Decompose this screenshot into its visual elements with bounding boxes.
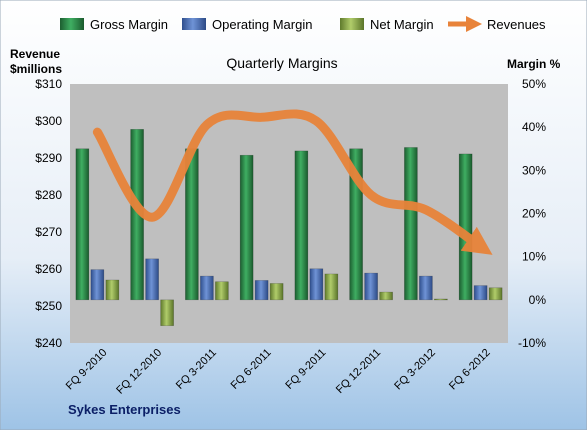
company-footer: Sykes Enterprises (68, 402, 181, 417)
chart-title: Quarterly Margins (226, 55, 337, 71)
left-tick-label: $250 (35, 299, 62, 313)
legend-swatch-net-margin (340, 18, 364, 30)
left-tick-label: $260 (35, 262, 62, 276)
operating-margin-bar (255, 280, 268, 299)
net-margin-bar (161, 300, 174, 326)
legend-item-operating-margin: Operating Margin (182, 17, 312, 32)
right-tick-label: 0% (529, 293, 547, 307)
operating-margin-bar (146, 259, 159, 300)
net-margin-bar (270, 283, 283, 299)
gross-margin-bar (76, 149, 89, 300)
net-margin-bar (489, 288, 502, 300)
left-tick-label: $310 (35, 77, 62, 91)
left-tick-label: $270 (35, 225, 62, 239)
legend-item-net-margin: Net Margin (340, 17, 434, 32)
right-tick-label: 50% (522, 77, 546, 91)
legend-item-gross-margin: Gross Margin (60, 17, 168, 32)
operating-margin-bar (200, 276, 213, 300)
right-tick-label: 40% (522, 120, 546, 134)
gross-margin-bar (240, 155, 253, 300)
net-margin-bar (106, 280, 119, 300)
right-tick-label: 30% (522, 163, 546, 177)
right-tick-label: -10% (518, 336, 546, 350)
gross-margin-bar (185, 149, 198, 300)
legend-swatch-operating-margin (182, 18, 206, 30)
gross-margin-bar (459, 154, 472, 300)
left-tick-label: $240 (35, 336, 62, 350)
legend-label-net-margin: Net Margin (370, 17, 434, 32)
net-margin-bar (434, 299, 447, 300)
left-tick-label: $280 (35, 188, 62, 202)
net-margin-bar (325, 274, 338, 300)
legend-label-gross-margin: Gross Margin (90, 17, 168, 32)
left-tick-label: $290 (35, 151, 62, 165)
operating-margin-bar (474, 286, 487, 300)
gross-margin-bar (404, 147, 417, 299)
right-axis-label: Margin % (507, 57, 561, 71)
left-axis-label-line1: Revenue (10, 47, 60, 61)
gross-margin-bar (295, 151, 308, 300)
operating-margin-bar (310, 269, 323, 300)
legend-swatch-gross-margin (60, 18, 84, 30)
operating-margin-bar (419, 276, 432, 300)
net-margin-bar (215, 282, 228, 300)
left-tick-label: $300 (35, 114, 62, 128)
legend-label-revenues: Revenues (487, 17, 546, 32)
right-tick-label: 20% (522, 207, 546, 221)
legend-label-operating-margin: Operating Margin (212, 17, 312, 32)
operating-margin-bar (91, 270, 104, 300)
operating-margin-bar (365, 273, 378, 300)
left-axis-label-line2: $millions (10, 62, 62, 76)
right-tick-label: 10% (522, 250, 546, 264)
net-margin-bar (380, 292, 393, 300)
